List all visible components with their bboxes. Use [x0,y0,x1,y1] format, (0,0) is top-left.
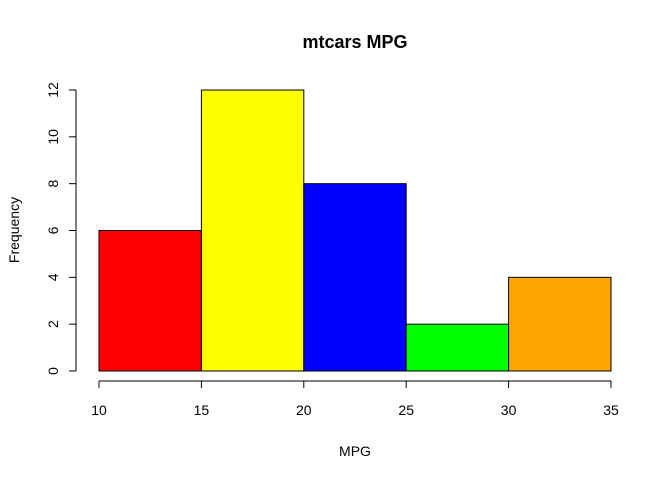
y-axis: 0 2 4 6 8 10 12 [45,82,77,375]
chart-title: mtcars MPG [302,32,407,52]
x-axis-label: MPG [339,443,371,459]
bars-group [98,89,612,372]
x-tick-label-2: 20 [296,402,312,418]
histogram-bar-2 [303,183,407,372]
y-tick-label-5: 10 [45,129,61,145]
y-tick-label-0: 0 [45,367,61,375]
y-axis-label: Frequency [6,197,22,263]
x-axis: 10 15 20 25 30 35 [91,380,619,418]
y-tick-label-1: 2 [45,320,61,328]
x-tick-label-5: 35 [603,402,619,418]
x-tick-label-4: 30 [501,402,517,418]
y-tick-label-6: 12 [45,82,61,98]
y-tick-label-4: 8 [45,180,61,188]
histogram-bar-0 [98,230,202,372]
histogram-bar-1 [200,89,305,372]
x-tick-label-3: 25 [398,402,414,418]
y-tick-label-2: 4 [45,273,61,281]
histogram-bar-4 [508,276,612,372]
y-tick-label-3: 6 [45,226,61,234]
histogram-bar-3 [405,323,510,372]
x-tick-label-0: 10 [91,402,107,418]
x-tick-label-1: 15 [194,402,210,418]
